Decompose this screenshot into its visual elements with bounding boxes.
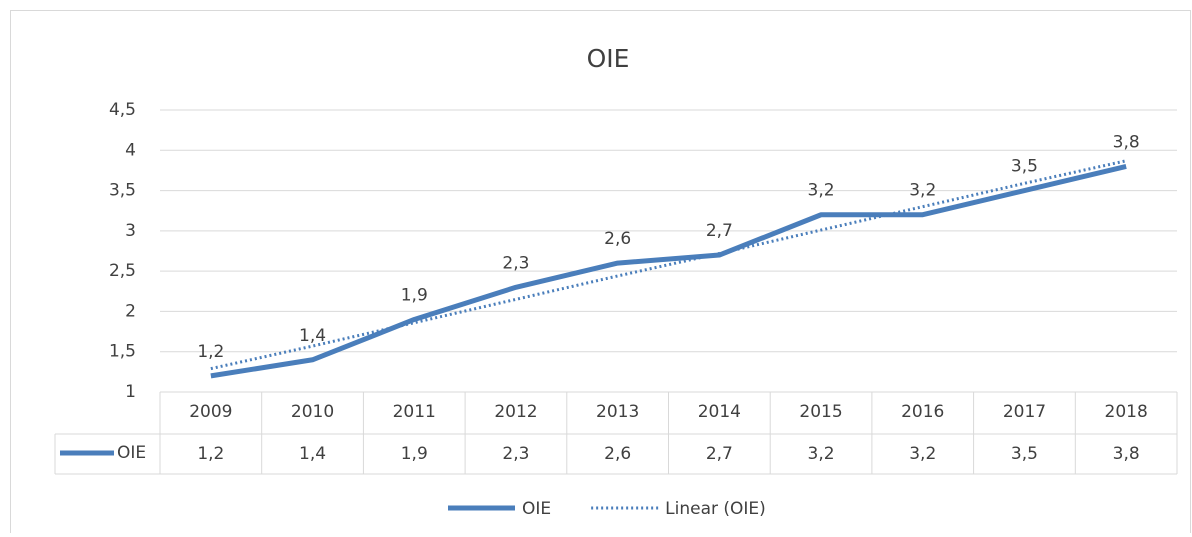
data-label: 2,7 (706, 221, 733, 241)
table-cell: 1,2 (197, 444, 224, 464)
legend-label: OIE (522, 499, 551, 519)
data-label: 1,2 (197, 342, 224, 362)
y-tick-label: 2,5 (109, 261, 136, 281)
y-tick-label: 4 (125, 140, 136, 160)
x-tick-label: 2017 (1003, 402, 1046, 422)
chart-frame (10, 10, 1191, 537)
data-label: 3,5 (1011, 157, 1038, 177)
table-cell: 1,9 (401, 444, 428, 464)
y-tick-label: 4,5 (109, 100, 136, 120)
line (210, 163, 1127, 379)
x-tick-label: 2014 (698, 402, 741, 422)
y-tick-label: 3,5 (109, 181, 136, 201)
x-tick-label: 2013 (596, 402, 639, 422)
table-cell: 3,8 (1113, 444, 1140, 464)
x-tick-label: 2012 (494, 402, 537, 422)
trend-line (210, 159, 1127, 371)
data-label: 3,2 (909, 181, 936, 201)
y-tick-label: 2 (125, 301, 136, 321)
table-cell: 3,2 (909, 444, 936, 464)
table-cell: 3,5 (1011, 444, 1038, 464)
x-tick-label: 2010 (291, 402, 334, 422)
table-cell: 2,3 (502, 444, 529, 464)
x-tick-label: 2015 (799, 402, 842, 422)
table-row-header: OIE (117, 443, 146, 463)
y-tick-label: 3 (125, 221, 136, 241)
x-tick-label: 2011 (393, 402, 436, 422)
table-cell: 3,2 (808, 444, 835, 464)
table-cell: 2,6 (604, 444, 631, 464)
data-label: 2,6 (604, 229, 631, 249)
data-label: 1,4 (299, 326, 326, 346)
data-label: 3,2 (808, 181, 835, 201)
table-cell: 1,4 (299, 444, 326, 464)
data-label: 1,9 (401, 285, 428, 305)
y-tick-label: 1 (125, 382, 136, 402)
x-tick-label: 2009 (189, 402, 232, 422)
x-tick-label: 2018 (1105, 402, 1148, 422)
data-label: 2,3 (502, 253, 529, 273)
chart-title: OIE (587, 44, 630, 73)
legend-label: Linear (OIE) (665, 499, 766, 519)
y-tick-label: 1,5 (109, 342, 136, 362)
table-cell: 2,7 (706, 444, 733, 464)
data-label: 3,8 (1113, 132, 1140, 152)
x-tick-label: 2016 (901, 402, 944, 422)
